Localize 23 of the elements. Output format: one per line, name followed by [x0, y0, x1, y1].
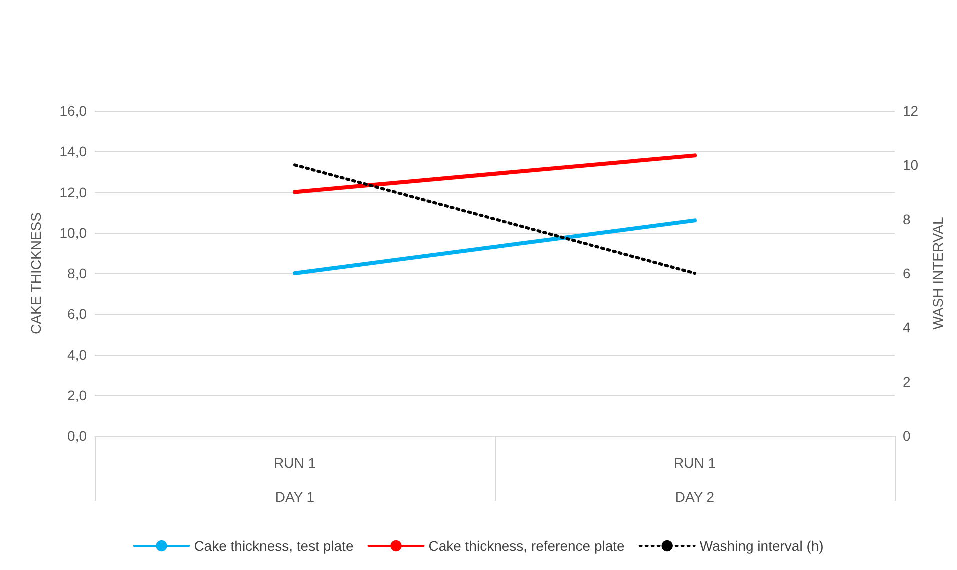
y-tick-label: 6,0 — [68, 306, 88, 322]
y2-tick-label: 10 — [903, 157, 919, 174]
y-tick-label: 8,0 — [68, 266, 88, 282]
category-label: RUN 1 DAY 2 — [674, 455, 716, 505]
y2-tick-label: 8 — [903, 211, 911, 228]
legend-label: Washing interval (h) — [700, 538, 824, 554]
category-label: RUN 1 DAY 1 — [274, 455, 316, 505]
y2-tick-label: 12 — [903, 103, 919, 119]
y-tick-label: 4,0 — [68, 346, 88, 363]
y2-axis-title: WASH INTERVAL — [930, 217, 946, 330]
y2-tick-label: 6 — [903, 266, 911, 282]
y-tick-label: 12,0 — [60, 184, 88, 200]
y2-tick-label: 2 — [903, 374, 911, 390]
y-tick-label: 10,0 — [60, 224, 88, 241]
y-tick-label: 2,0 — [68, 387, 88, 404]
y2-tick-label: 0 — [903, 428, 911, 444]
y-tick-label: 16,0 — [60, 103, 88, 119]
legend-label: Cake thickness, test plate — [194, 538, 354, 554]
y-tick-label: 14,0 — [60, 144, 88, 160]
y-axis-title: CAKE THICKNESS — [28, 212, 44, 334]
y-tick-label: 0,0 — [68, 428, 88, 444]
y2-tick-label: 4 — [903, 320, 911, 336]
legend-label: Cake thickness, reference plate — [428, 538, 626, 554]
